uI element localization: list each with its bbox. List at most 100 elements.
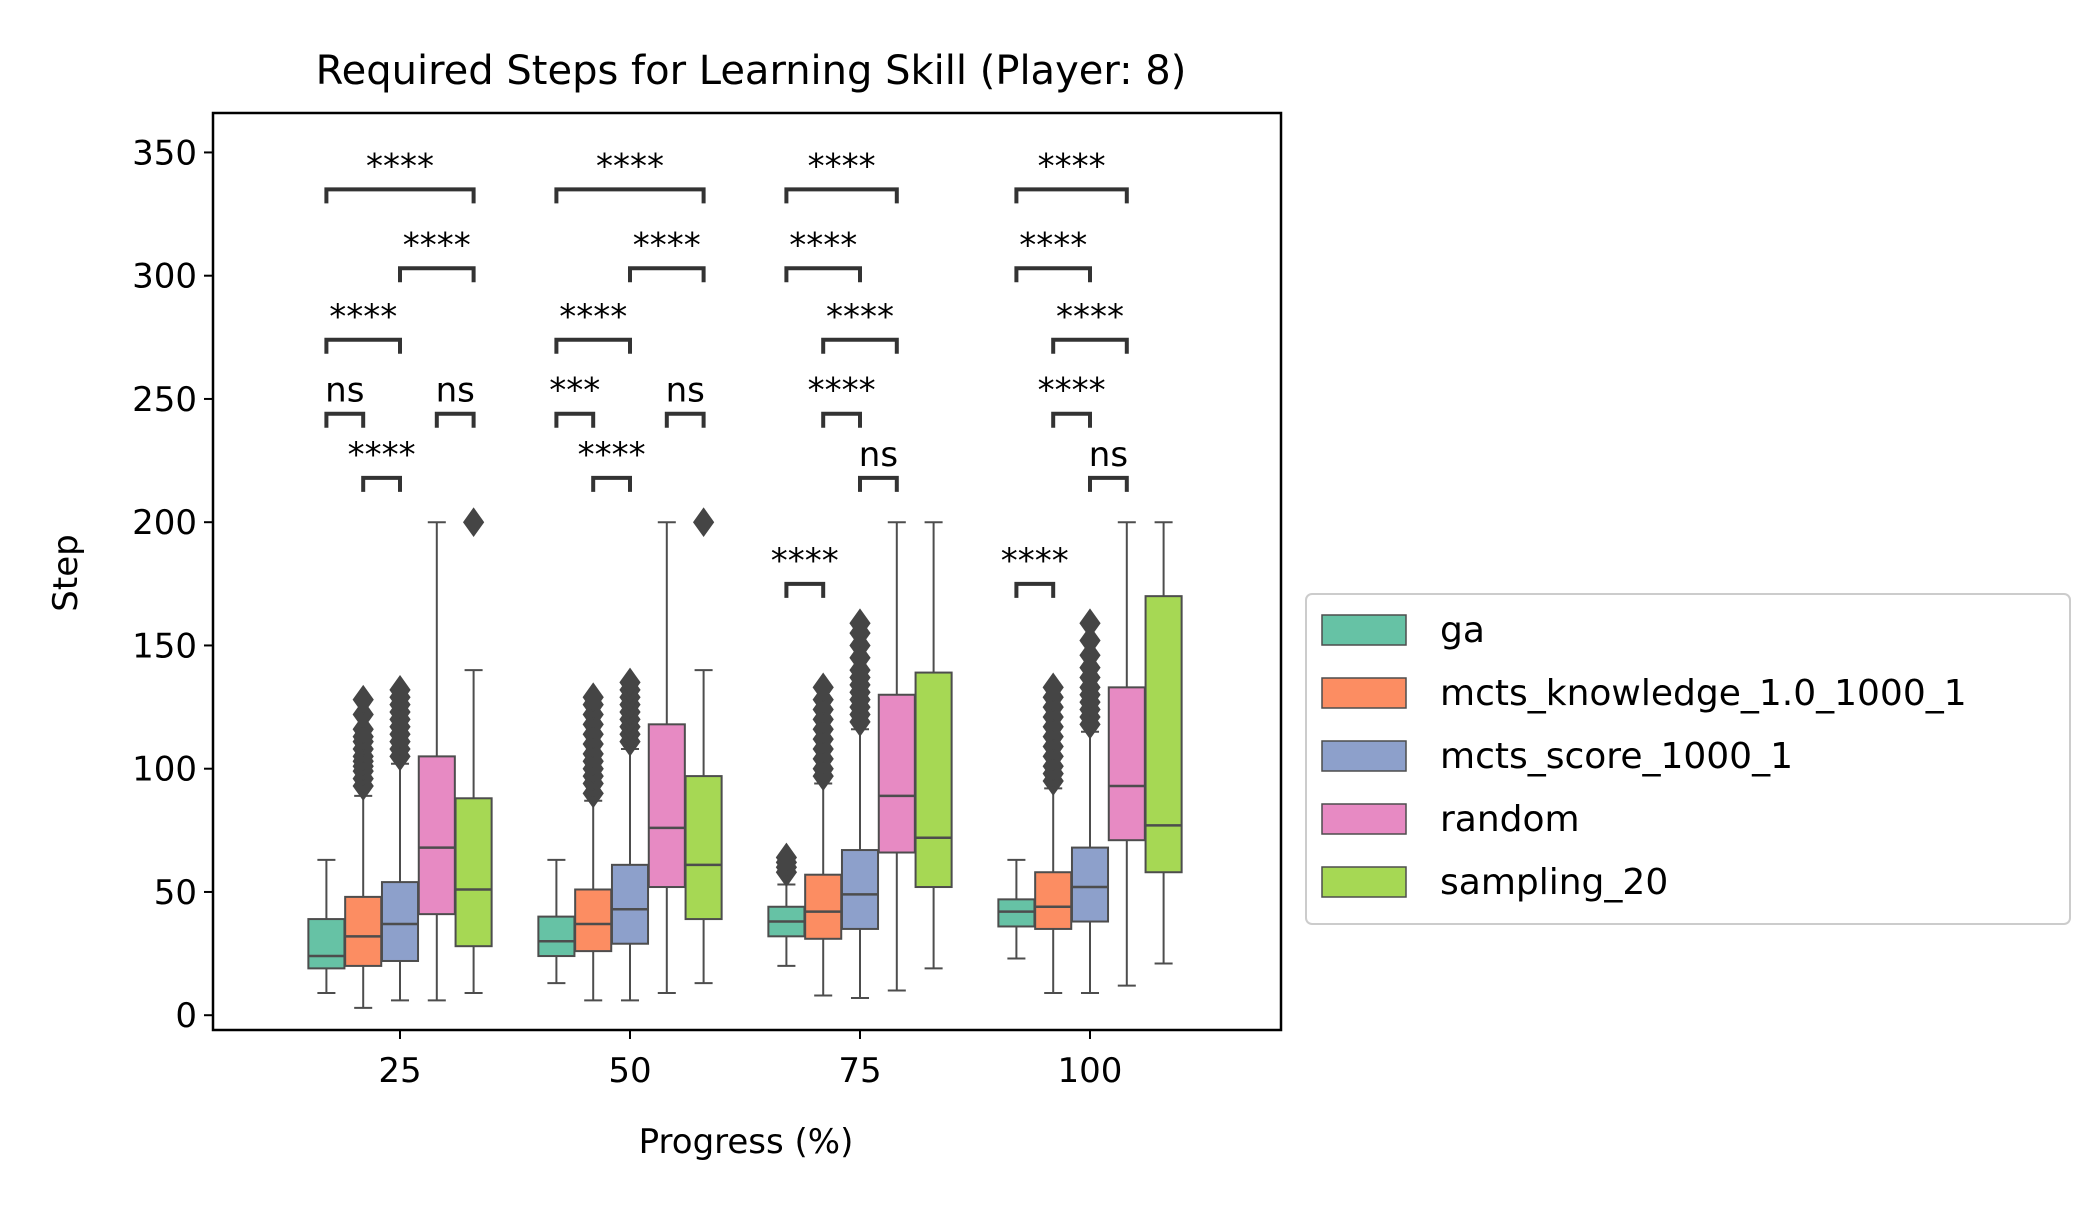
significance-bracket bbox=[628, 266, 706, 283]
legend-label: sampling_20 bbox=[1440, 862, 1668, 903]
box-mcts_score_1000_1 bbox=[840, 849, 880, 930]
significance-label: **** bbox=[403, 225, 471, 265]
legend-label: mcts_score_1000_1 bbox=[1440, 736, 1793, 777]
box-random bbox=[1107, 686, 1146, 842]
x-tick-label: 75 bbox=[838, 1051, 881, 1091]
box-ga bbox=[307, 918, 346, 970]
outlier-point bbox=[389, 674, 411, 705]
x-axis-label: Progress (%) bbox=[639, 1122, 854, 1162]
significance-label: **** bbox=[348, 435, 416, 475]
legend-swatch bbox=[1321, 866, 1407, 898]
y-tick-label: 0 bbox=[175, 996, 197, 1036]
box-mcts_score_1000_1 bbox=[380, 881, 420, 962]
significance-bracket bbox=[784, 187, 899, 204]
significance-bracket bbox=[784, 581, 826, 598]
plot-frame bbox=[211, 111, 1283, 1032]
significance-label: **** bbox=[1019, 225, 1087, 265]
x-tick-label: 25 bbox=[378, 1051, 421, 1091]
significance-bracket bbox=[398, 266, 476, 283]
chart-title: Required Steps for Learning Skill (Playe… bbox=[316, 48, 1187, 94]
legend-swatch bbox=[1321, 614, 1407, 646]
significance-bracket bbox=[664, 411, 706, 428]
outlier-point bbox=[619, 667, 641, 698]
significance-bracket bbox=[554, 337, 632, 354]
significance-label: ns bbox=[666, 371, 705, 411]
legend-label: mcts_knowledge_1.0_1000_1 bbox=[1440, 673, 1967, 714]
box-mcts_score_1000_1 bbox=[610, 863, 650, 945]
significance-label: **** bbox=[789, 225, 857, 265]
y-tick-label: 150 bbox=[132, 626, 197, 666]
legend-swatch bbox=[1321, 740, 1407, 772]
significance-bracket bbox=[821, 337, 899, 354]
y-tick-label: 300 bbox=[132, 257, 197, 297]
outlier-point bbox=[775, 842, 798, 873]
outlier-point bbox=[692, 507, 715, 538]
outlier-point bbox=[812, 672, 834, 703]
significance-bracket bbox=[858, 475, 899, 492]
y-tick-label: 50 bbox=[154, 873, 197, 913]
x-tick-label: 50 bbox=[608, 1051, 651, 1091]
significance-label: **** bbox=[1056, 297, 1124, 337]
significance-label: **** bbox=[808, 371, 876, 411]
significance-label: **** bbox=[596, 146, 664, 186]
box-sampling_20 bbox=[684, 775, 723, 921]
significance-bracket bbox=[361, 475, 402, 492]
significance-label: **** bbox=[1038, 371, 1106, 411]
significance-label: **** bbox=[329, 297, 397, 337]
y-tick-label: 250 bbox=[132, 380, 197, 420]
significance-bracket bbox=[554, 187, 706, 204]
significance-bracket bbox=[1014, 266, 1092, 283]
significance-bracket bbox=[324, 187, 476, 204]
outlier-point bbox=[582, 682, 604, 713]
significance-label: **** bbox=[1038, 146, 1106, 186]
significance-label: ns bbox=[325, 371, 364, 411]
significance-label: **** bbox=[578, 435, 646, 475]
significance-label: **** bbox=[1001, 541, 1069, 581]
significance-label: **** bbox=[826, 297, 894, 337]
box-random bbox=[417, 755, 456, 916]
box-mcts_score_1000_1 bbox=[1070, 846, 1110, 923]
outlier-point bbox=[462, 507, 485, 538]
significance-label: **** bbox=[633, 225, 701, 265]
significance-bracket bbox=[821, 411, 862, 428]
significance-bracket bbox=[1014, 187, 1129, 204]
box-ga bbox=[537, 915, 576, 958]
significance-bracket bbox=[1051, 337, 1129, 354]
outlier-point bbox=[352, 684, 374, 715]
significance-bracket bbox=[324, 411, 366, 428]
box-sampling_20 bbox=[454, 797, 493, 948]
significance-bracket bbox=[554, 411, 596, 428]
box-random bbox=[877, 693, 916, 854]
significance-bracket bbox=[1088, 475, 1129, 492]
significance-label: *** bbox=[549, 371, 600, 411]
significance-label: ns bbox=[859, 435, 898, 475]
x-tick-label: 100 bbox=[1058, 1051, 1123, 1091]
legend: ga mcts_knowledge_1.0_1000_1 mcts_score_10… bbox=[1305, 593, 2071, 925]
legend-frame bbox=[1305, 593, 2071, 925]
box-sampling_20 bbox=[914, 671, 953, 889]
y-tick-label: 350 bbox=[132, 133, 197, 173]
y-axis-label: Step bbox=[46, 534, 86, 611]
outlier-point bbox=[1079, 625, 1101, 656]
significance-label: **** bbox=[771, 541, 839, 581]
outlier-point bbox=[1042, 672, 1064, 703]
significance-bracket bbox=[324, 337, 402, 354]
significance-bracket bbox=[434, 411, 476, 428]
significance-bracket bbox=[591, 475, 632, 492]
box-random bbox=[647, 723, 686, 889]
significance-label: **** bbox=[808, 146, 876, 186]
significance-label: **** bbox=[366, 146, 434, 186]
significance-bracket bbox=[784, 266, 862, 283]
legend-label: ga bbox=[1440, 610, 1485, 651]
significance-label: **** bbox=[559, 297, 627, 337]
box-mcts_knowledge_1.0_1000_1 bbox=[1034, 871, 1073, 930]
box-sampling_20 bbox=[1144, 595, 1183, 874]
box-mcts_knowledge_1.0_1000_1 bbox=[804, 873, 843, 940]
legend-swatch bbox=[1321, 803, 1407, 835]
significance-label: ns bbox=[1089, 435, 1128, 475]
y-tick-label: 200 bbox=[132, 503, 197, 543]
outlier-point bbox=[1079, 608, 1101, 639]
